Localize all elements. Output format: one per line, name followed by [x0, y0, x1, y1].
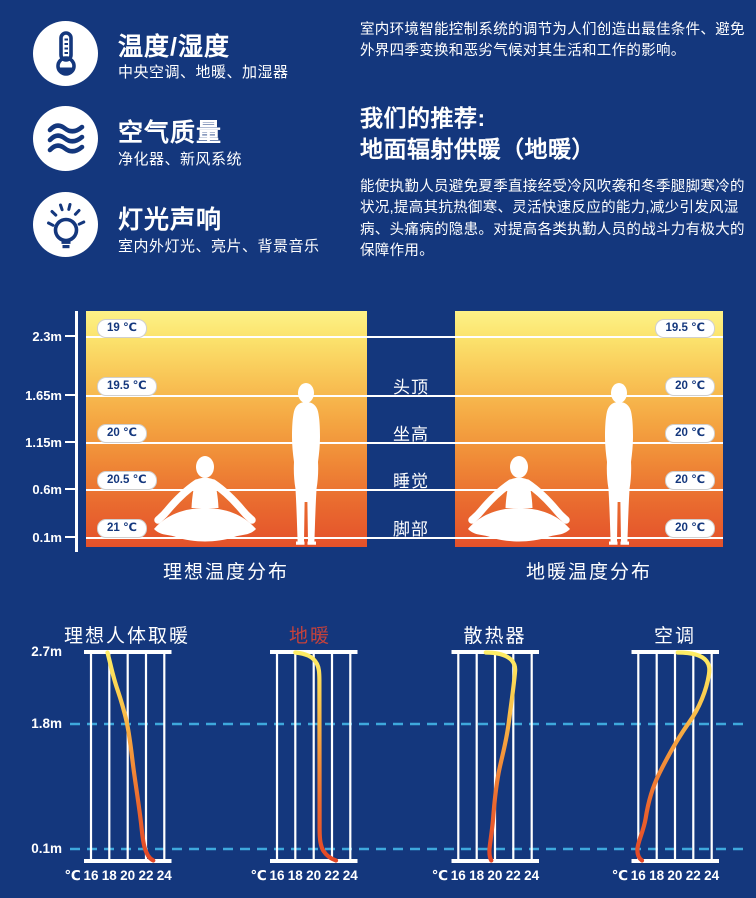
grid-line-1.15m	[86, 442, 723, 445]
x-axis-ticks: ℃ 16 18 20 22 24	[431, 868, 540, 883]
x-axis-ticks: ℃ 16 18 20 22 24	[611, 868, 720, 883]
zone-label-feet: 脚部	[393, 520, 429, 539]
feature-title: 温度/湿度	[118, 33, 230, 61]
temp-badge: 19.5 ℃	[655, 319, 715, 338]
profile-ylabel: 0.1m	[31, 841, 62, 856]
left-chart-caption: 理想温度分布	[162, 562, 289, 583]
x-axis-ticks: ℃ 16 18 20 22 24	[250, 868, 358, 883]
profile-title-ideal: 理想人体取暖	[63, 626, 190, 647]
profile-title-radiator: 散热器	[463, 626, 527, 647]
curve-air-conditioner	[635, 650, 712, 863]
temp-badge: 20 ℃	[665, 424, 715, 443]
curve-ideal-heating	[105, 650, 156, 863]
axis-tick	[65, 536, 75, 539]
x-axis-ticks: ℃ 16 18 20 22 24	[64, 868, 172, 883]
feature-subtitle: 室内外灯光、亮片、背景音乐	[118, 238, 320, 255]
zone-label-head: 头顶	[393, 378, 429, 397]
feature-title: 空气质量	[118, 119, 223, 147]
feature-subtitle: 净化器、新风系统	[118, 151, 243, 168]
profile-title-floor-heating: 地暖	[288, 626, 331, 647]
temp-badge: 21 ℃	[97, 519, 147, 538]
temp-badge: 20.5 ℃	[97, 471, 157, 490]
grid-line-0.1m	[86, 537, 723, 540]
feature-title: 灯光声响	[118, 206, 223, 234]
height-label: 0.1m	[32, 530, 62, 545]
axis-tick	[65, 394, 75, 397]
light-bulb-icon	[33, 192, 98, 257]
axis-tick	[65, 335, 75, 338]
temp-badge: 20 ℃	[665, 519, 715, 538]
profile-title-air-conditioner: 空调	[653, 626, 696, 647]
height-label: 0.6m	[32, 482, 62, 497]
height-label: 2.3m	[32, 329, 62, 344]
recommendation-title: 地面辐射供暖（地暖）	[360, 136, 595, 162]
temp-badge: 20 ℃	[97, 424, 147, 443]
dashed-height-lines	[70, 722, 748, 851]
zone-label-sleeping: 睡觉	[393, 472, 429, 491]
profile-ylabel: 2.7m	[31, 644, 62, 659]
temp-badge: 20 ℃	[665, 471, 715, 490]
height-label: 1.15m	[25, 435, 62, 450]
recommendation-label: 我们的推荐:	[360, 105, 486, 131]
height-axis	[75, 311, 78, 552]
temp-badge: 19.5 ℃	[97, 377, 157, 396]
right-chart-caption: 地暖温度分布	[525, 562, 652, 583]
intro-paragraph: 室内环境智能控制系统的调节为人们创造出最佳条件、避免外界四季变换和恶劣气候对其生…	[360, 22, 745, 60]
thermometer-icon	[33, 21, 98, 86]
temp-badge: 19 ℃	[97, 319, 147, 338]
zone-label-sitting: 坐高	[393, 425, 429, 444]
grid-line-0.6m	[86, 489, 723, 492]
recommendation-detail: 能使执勤人员避免夏季直接经受冷风吹袭和冬季腿脚寒冷的状况,提高其抗热御寒、灵活快…	[360, 179, 745, 260]
profile-chart-grids	[84, 650, 719, 863]
feature-subtitle: 中央空调、地暖、加湿器	[118, 64, 289, 81]
axis-tick	[65, 488, 75, 491]
air-waves-icon	[33, 106, 98, 171]
grid-line-2.3m	[86, 336, 723, 339]
profile-ylabel: 1.8m	[31, 716, 62, 731]
curve-floor-heating	[293, 650, 339, 863]
temp-badge: 20 ℃	[665, 377, 715, 396]
grid-line-1.65m	[86, 395, 723, 398]
axis-tick	[65, 441, 75, 444]
curve-radiator	[483, 650, 518, 863]
height-label: 1.65m	[25, 388, 62, 403]
